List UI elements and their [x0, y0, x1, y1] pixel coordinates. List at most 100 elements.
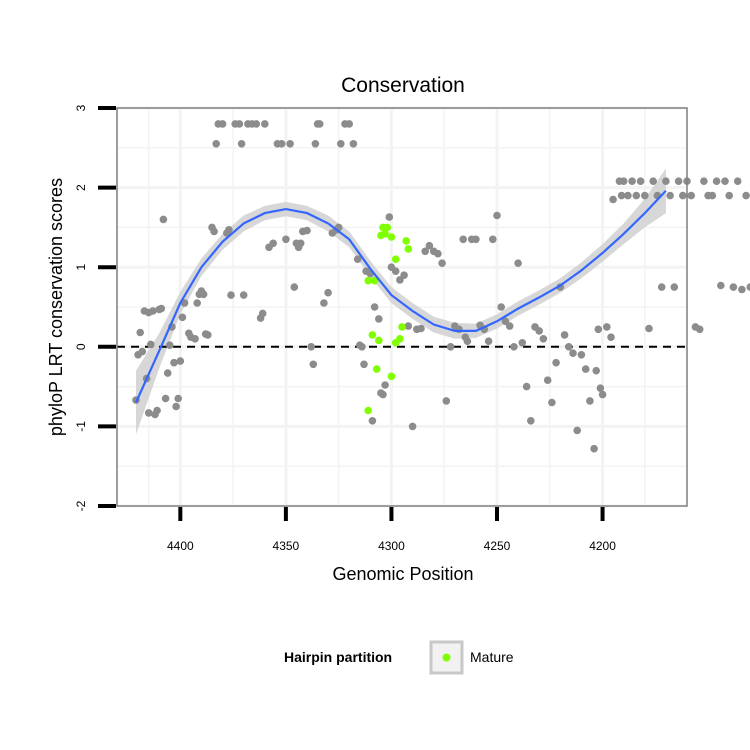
data-point	[573, 426, 581, 435]
plot-panel	[116, 106, 750, 508]
data-point	[510, 343, 518, 351]
y-tick-label: 2	[74, 184, 88, 191]
data-point	[617, 191, 626, 200]
data-point	[193, 299, 201, 307]
smooth-curve	[134, 190, 667, 403]
data-point	[252, 120, 261, 128]
data-point	[527, 417, 535, 425]
data-point	[381, 381, 389, 389]
mature-point	[402, 237, 411, 245]
data-point	[379, 390, 387, 399]
data-point	[746, 283, 750, 291]
data-point	[636, 177, 645, 185]
data-point	[239, 291, 248, 299]
mature-point	[370, 276, 379, 285]
data-point	[560, 331, 569, 339]
data-point	[434, 249, 442, 258]
mature-point	[387, 233, 396, 241]
data-point	[733, 177, 742, 185]
data-point	[315, 120, 324, 128]
data-point	[581, 365, 590, 373]
data-point	[368, 417, 377, 425]
data-point	[628, 177, 636, 185]
data-point	[258, 309, 267, 318]
data-point	[446, 343, 455, 351]
data-point	[459, 235, 468, 244]
data-point	[191, 335, 199, 343]
data-point	[227, 291, 235, 299]
mature-point	[375, 336, 383, 345]
data-point	[144, 409, 153, 417]
data-point	[149, 307, 157, 315]
data-point	[729, 283, 738, 291]
x-tick-label: 4300	[378, 539, 405, 553]
y-tick-label: 3	[74, 104, 88, 111]
data-point	[670, 283, 679, 291]
data-point	[237, 140, 246, 148]
data-point	[417, 324, 425, 333]
data-point	[548, 398, 556, 407]
data-point	[153, 406, 161, 415]
data-point	[269, 239, 278, 248]
data-point	[695, 325, 704, 334]
data-point	[307, 343, 316, 351]
data-point	[493, 211, 501, 220]
data-point	[442, 397, 451, 405]
legend: Hairpin partition Mature	[284, 640, 514, 675]
data-point	[320, 299, 328, 307]
data-point	[353, 255, 362, 263]
data-point	[277, 140, 286, 148]
data-point	[159, 215, 168, 224]
data-point	[738, 285, 746, 294]
data-point	[421, 247, 430, 256]
data-point	[147, 340, 155, 349]
x-tick-label: 4400	[167, 539, 194, 553]
data-point	[261, 120, 269, 128]
data-point	[543, 376, 552, 385]
x-tick-label: 4200	[589, 539, 616, 553]
data-point	[172, 402, 180, 411]
x-axis: 4400 4350 4300 4250 4200	[167, 507, 616, 553]
mature-point	[404, 245, 413, 253]
mature-point	[391, 339, 400, 347]
mature-point	[387, 372, 396, 381]
data-point	[290, 283, 299, 291]
data-point	[586, 397, 594, 405]
mature-point	[391, 255, 400, 263]
data-point	[157, 304, 166, 313]
data-point	[624, 191, 632, 200]
data-point	[324, 288, 332, 297]
smooth-line	[134, 190, 667, 403]
data-point	[641, 191, 649, 200]
data-point	[590, 444, 598, 453]
data-point	[742, 191, 750, 200]
data-point	[438, 259, 446, 268]
data-point	[632, 191, 641, 200]
panel-border	[116, 107, 688, 507]
data-point	[607, 333, 615, 342]
data-point	[657, 283, 666, 291]
y-axis-title: phyloP LRT conservation scores	[46, 178, 66, 436]
data-point	[163, 369, 172, 377]
data-point	[166, 341, 174, 350]
data-point	[708, 191, 717, 200]
data-point	[360, 360, 368, 369]
data-point	[170, 358, 178, 367]
data-point	[522, 382, 531, 391]
data-point	[391, 267, 400, 276]
data-point	[497, 303, 506, 311]
data-point	[408, 422, 417, 431]
data-point	[180, 299, 189, 307]
data-point	[569, 349, 577, 358]
data-point	[598, 390, 607, 399]
data-point	[404, 322, 413, 330]
legend-label-mature: Mature	[470, 649, 514, 665]
data-point	[385, 213, 394, 221]
data-point	[303, 226, 311, 235]
data-point	[662, 177, 670, 185]
data-point	[721, 177, 729, 185]
data-point	[370, 303, 379, 311]
data-point	[235, 120, 244, 128]
data-point	[174, 394, 182, 403]
